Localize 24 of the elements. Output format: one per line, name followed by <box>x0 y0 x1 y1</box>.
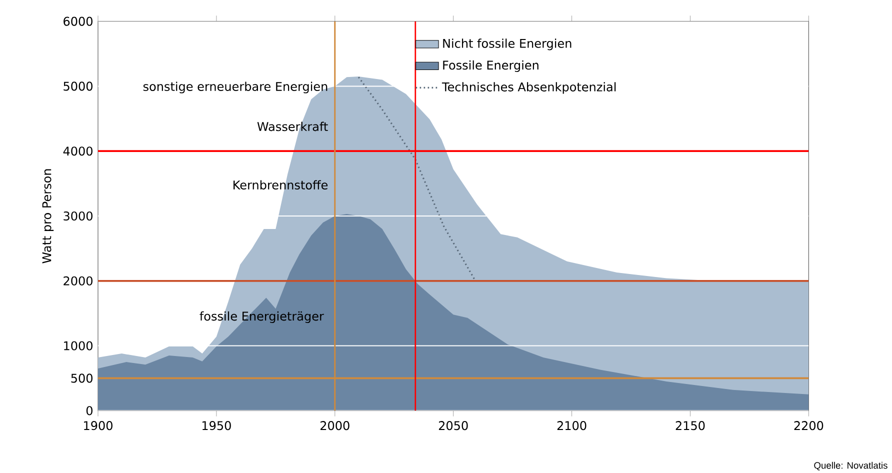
x-tick-label: 2050 <box>438 420 468 430</box>
source-note: Quelle: Novatlatis <box>814 462 888 470</box>
x-tick-label: 1950 <box>202 420 231 430</box>
y-tick-label: 4000 <box>63 146 92 156</box>
x-tick-label: 2100 <box>557 420 586 430</box>
y-tick-label: 6000 <box>64 16 92 26</box>
annotation: fossile Energieträger <box>200 311 324 323</box>
annotation: Kernbrennstoffe <box>234 180 328 190</box>
annotation: Wasserkraft <box>257 122 328 131</box>
y-axis-title: Watt pro Person <box>42 169 54 264</box>
y-tick-label: 0 <box>86 406 92 416</box>
y-tick-label: 3000 <box>64 211 92 220</box>
legend-label: Technisches Absenkpotenzial <box>442 82 616 94</box>
y-tick-label: 1000 <box>64 341 92 350</box>
x-tick-label: 2000 <box>320 420 350 430</box>
legend-label: Fossile Energien <box>443 60 538 72</box>
annotation: sonstige erneuerbare Energien <box>143 82 328 94</box>
x-tick-label: 2200 <box>794 420 824 430</box>
y-tick-label: 5000 <box>64 82 92 91</box>
x-tick-label: 2150 <box>676 420 705 430</box>
x-tick-label: 1900 <box>84 420 112 430</box>
y-tick-label: 500 <box>71 374 92 383</box>
y-tick-label: 2000 <box>64 276 92 286</box>
legend-label: Nicht fossile Energien <box>443 38 572 50</box>
